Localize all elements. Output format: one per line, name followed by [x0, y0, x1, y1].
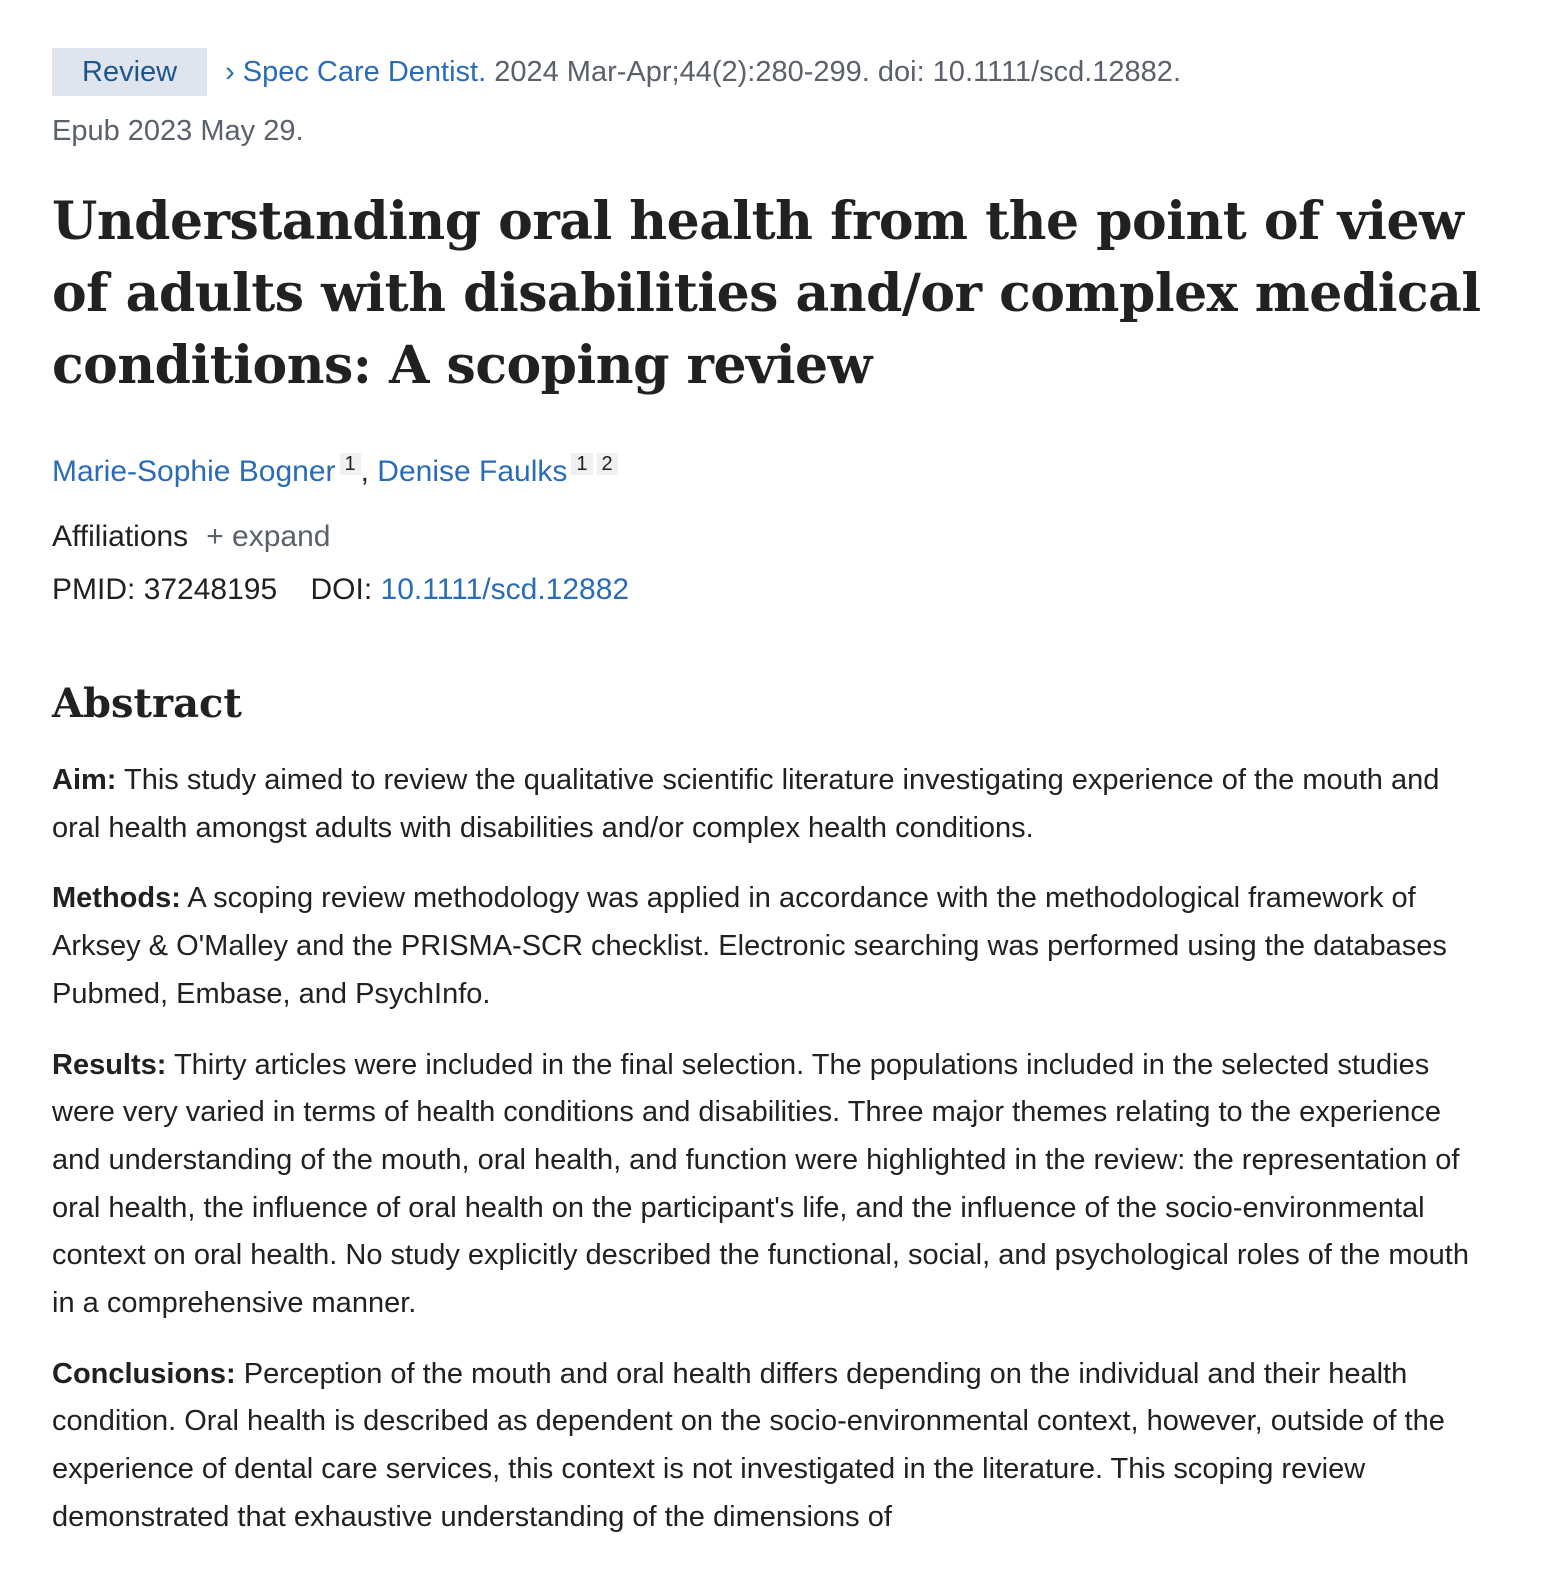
abstract-heading: Abstract: [52, 680, 242, 727]
abstract-results: Results: Thirty articles were included i…: [52, 1042, 1492, 1328]
journal-link[interactable]: Spec Care Dentist.: [242, 56, 487, 88]
plus-icon: +: [206, 520, 233, 553]
section-text: Thirty articles were included in the fin…: [52, 1048, 1469, 1320]
affiliation-ref[interactable]: 1: [571, 453, 593, 475]
section-label: Aim:: [52, 764, 117, 796]
pmid-label: PMID:: [52, 573, 136, 606]
article-title: Understanding oral health from the point…: [52, 191, 1481, 396]
abstract-conclusions: Conclusions: Perception of the mouth and…: [52, 1351, 1492, 1542]
doi-label: DOI:: [310, 573, 373, 606]
publication-type-badge: Review: [52, 48, 208, 96]
affiliation-ref[interactable]: 2: [596, 453, 618, 475]
author-link[interactable]: Denise Faulks: [377, 455, 568, 488]
section-label: Results:: [52, 1048, 167, 1081]
author-link[interactable]: Marie-Sophie Bogner: [52, 455, 336, 488]
affiliations-label: Affiliations: [52, 520, 189, 553]
abstract-aim: Aim: This study aimed to review the qual…: [52, 757, 1492, 852]
citation-details: 2024 Mar-Apr;44(2):280-299. doi: 10.1111…: [486, 56, 1181, 88]
section-text: A scoping review methodology was applied…: [52, 882, 1447, 1010]
affiliations-toggle[interactable]: Affiliations + expand: [52, 513, 330, 561]
section-text: This study aimed to review the qualitati…: [52, 764, 1440, 844]
expand-button[interactable]: + expand: [206, 520, 330, 553]
doi-link[interactable]: 10.1111/scd.12882: [380, 573, 630, 606]
author-list: Marie-Sophie Bogner 1, Denise Faulks 1 2: [52, 440, 618, 496]
identifiers: PMID: 37248195 DOI: 10.1111/scd.12882: [52, 566, 629, 614]
section-label: Conclusions:: [52, 1357, 236, 1390]
section-text: Perception of the mouth and oral health …: [52, 1357, 1445, 1533]
chevron-right-icon: ›: [225, 56, 235, 88]
section-label: Methods:: [52, 882, 181, 915]
expand-label: expand: [232, 520, 331, 553]
affiliation-ref[interactable]: 1: [339, 453, 361, 475]
epub-date: Epub 2023 May 29.: [52, 115, 304, 147]
citation: Review › Spec Care Dentist. 2024 Mar-Apr;4…: [52, 48, 1492, 96]
pmid-value: 37248195: [143, 573, 278, 606]
abstract-methods: Methods: A scoping review methodology wa…: [52, 875, 1492, 1018]
abstract-body: Aim: This study aimed to review the qual…: [52, 757, 1492, 1565]
